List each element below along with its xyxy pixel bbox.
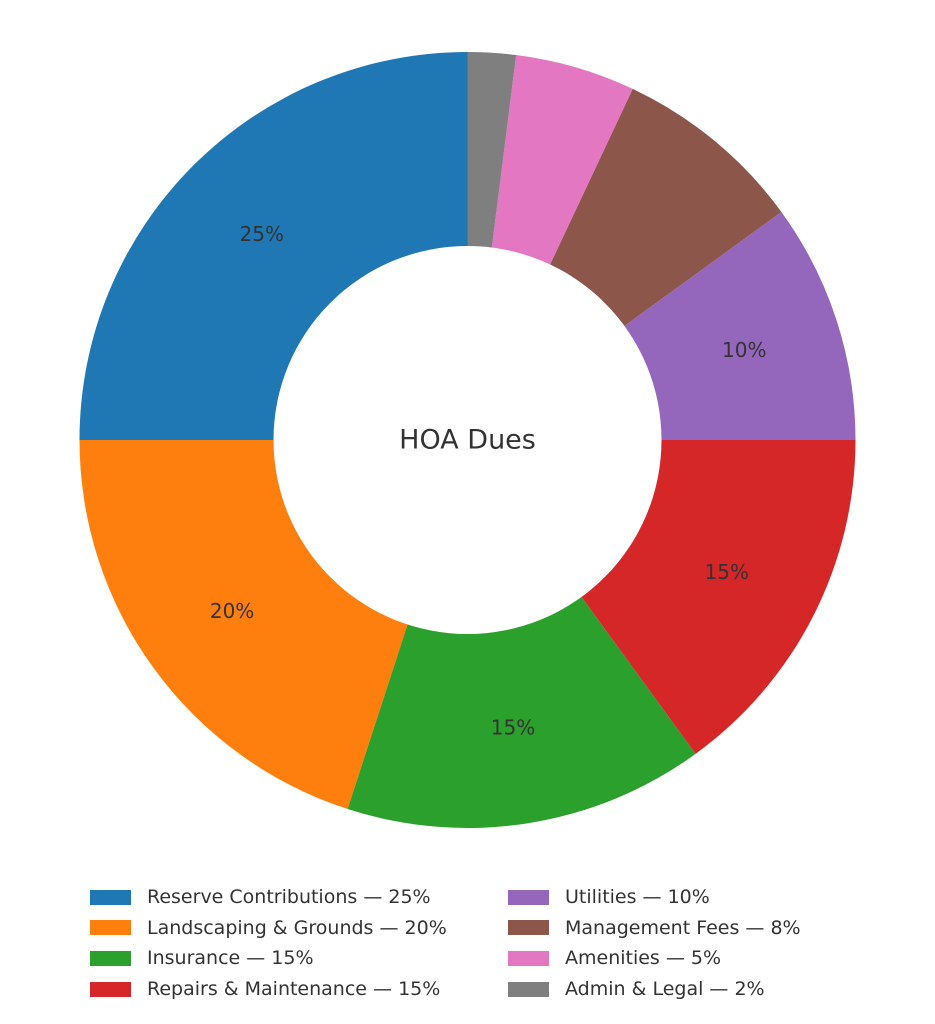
legend-label: Landscaping & Grounds — 20%: [147, 916, 447, 939]
legend-swatch: [90, 950, 131, 966]
legend-item: Repairs & Maintenance — 15%: [90, 977, 440, 1001]
percent-label: 25%: [240, 222, 284, 246]
legend-swatch: [90, 920, 131, 936]
legend-item: Management Fees — 8%: [508, 916, 801, 940]
legend-item: Landscaping & Grounds — 20%: [90, 916, 447, 940]
legend-swatch: [508, 920, 549, 936]
legend-item: Insurance — 15%: [90, 946, 314, 970]
legend-label: Utilities — 10%: [565, 886, 710, 908]
percent-label: 10%: [722, 338, 766, 362]
legend-label: Insurance — 15%: [147, 947, 314, 970]
center-label: HOA Dues: [399, 425, 536, 456]
legend-label: Admin & Legal — 2%: [565, 978, 765, 1001]
slice-insurance: [347, 440, 696, 828]
legend-label: Repairs & Maintenance — 15%: [147, 978, 441, 1001]
legend-item: Reserve Contributions — 25%: [90, 885, 431, 909]
legend-label: Reserve Contributions — 25%: [147, 886, 431, 908]
percent-label: 15%: [705, 560, 749, 584]
legend-swatch: [90, 889, 131, 905]
legend-swatch: [508, 950, 549, 966]
legend-label: Management Fees — 8%: [565, 916, 801, 939]
legend-item: Admin & Legal — 2%: [508, 977, 765, 1001]
legend: Reserve Contributions — 25% Landscaping &…: [90, 885, 850, 1010]
legend-swatch: [508, 889, 549, 905]
percent-label: 15%: [491, 715, 535, 739]
legend-label: Amenities — 5%: [565, 947, 722, 970]
legend-item: Utilities — 10%: [508, 885, 710, 909]
percent-label-group: 25% 20% 15% 15% 10%: [210, 222, 767, 739]
legend-item: Amenities — 5%: [508, 946, 721, 970]
percent-label: 20%: [210, 599, 254, 623]
legend-swatch: [90, 981, 131, 997]
legend-swatch: [508, 981, 549, 997]
donut-hole: [273, 246, 662, 634]
